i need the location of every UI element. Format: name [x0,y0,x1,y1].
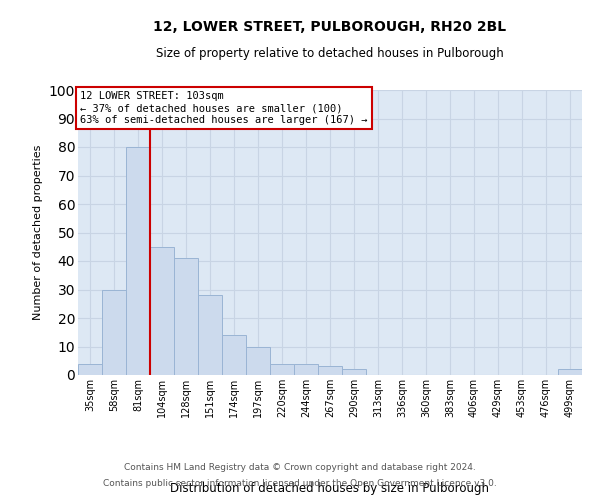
Text: Distribution of detached houses by size in Pulborough: Distribution of detached houses by size … [170,482,490,495]
Text: Contains HM Land Registry data © Crown copyright and database right 2024.: Contains HM Land Registry data © Crown c… [124,464,476,472]
Bar [198,295,222,375]
Bar [342,370,366,375]
Bar [558,370,582,375]
Bar [150,246,174,375]
Bar [222,335,246,375]
Text: Contains public sector information licensed under the Open Government Licence v3: Contains public sector information licen… [103,478,497,488]
Bar [126,147,150,375]
Y-axis label: Number of detached properties: Number of detached properties [33,145,43,320]
Text: 12 LOWER STREET: 103sqm
← 37% of detached houses are smaller (100)
63% of semi-d: 12 LOWER STREET: 103sqm ← 37% of detache… [80,92,368,124]
Bar [78,364,102,375]
Bar [102,290,126,375]
Text: 12, LOWER STREET, PULBOROUGH, RH20 2BL: 12, LOWER STREET, PULBOROUGH, RH20 2BL [154,20,506,34]
Bar [246,346,270,375]
Text: Size of property relative to detached houses in Pulborough: Size of property relative to detached ho… [156,48,504,60]
Bar [270,364,294,375]
Bar [318,366,342,375]
Bar [174,258,198,375]
Bar [294,364,318,375]
